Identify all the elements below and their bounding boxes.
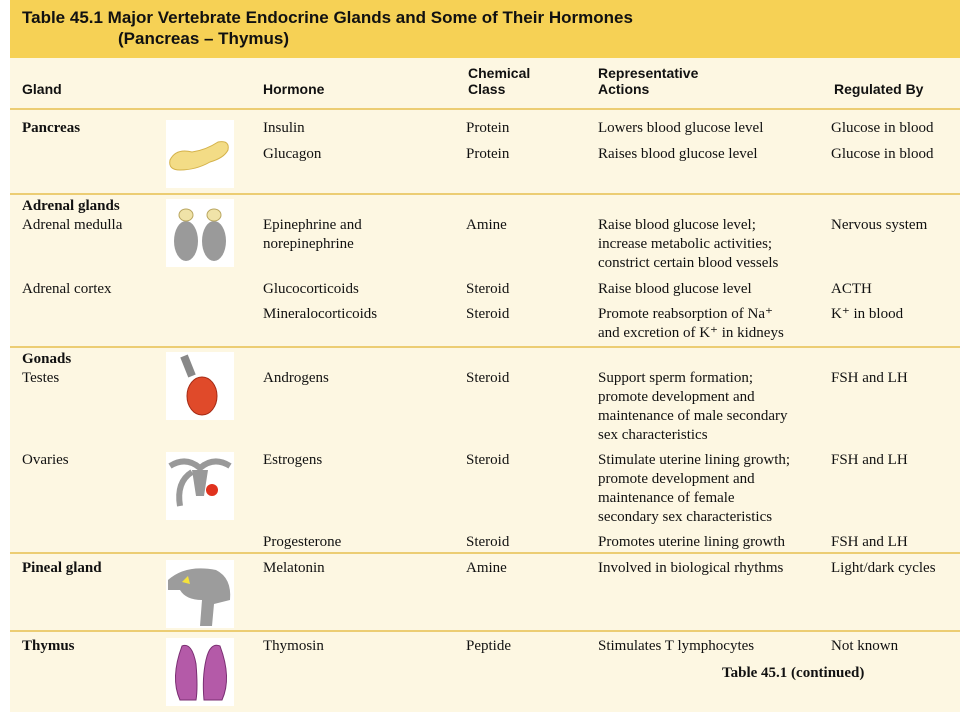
column-header: Gland [22, 81, 62, 97]
chemical-class: Steroid [466, 281, 510, 297]
action: and excretion of K⁺ in kidneys [598, 325, 784, 341]
regulated-by: FSH and LH [831, 534, 908, 550]
separator [10, 193, 960, 195]
action: Raise blood glucose level [598, 281, 752, 297]
action: Raises blood glucose level [598, 146, 758, 162]
action: Promotes uterine lining growth [598, 534, 786, 550]
action: Support sperm formation; [598, 370, 753, 386]
hormone: Glucagon [263, 146, 322, 162]
regulated-by: FSH and LH [831, 452, 908, 468]
regulated-by: Not known [831, 638, 899, 654]
action: Involved in biological rhythms [598, 560, 784, 576]
gland-heading: Thymus [22, 638, 75, 654]
pineal-image [166, 560, 234, 628]
chemical-class: Peptide [466, 638, 511, 654]
hormone: norepinephrine [263, 236, 354, 252]
hormone: Melatonin [263, 560, 325, 576]
regulated-by: Nervous system [831, 217, 928, 233]
gland-heading: Pineal gland [22, 560, 102, 576]
gland-name: Adrenal medulla [22, 217, 123, 233]
regulated-by: K⁺ in blood [831, 306, 904, 322]
adrenal-image [166, 199, 234, 267]
hormone: Glucocorticoids [263, 281, 359, 297]
column-header: Chemical [468, 65, 531, 81]
action: promote development and [598, 471, 755, 487]
regulated-by: Light/dark cycles [831, 560, 936, 576]
pancreas-image [166, 120, 234, 188]
column-header: Class [468, 81, 506, 97]
action: Stimulate uterine lining growth; [598, 452, 791, 468]
column-header: Hormone [263, 81, 325, 97]
chemical-class: Steroid [466, 306, 510, 322]
gland-name: Ovaries [22, 452, 69, 468]
thymus-image [166, 638, 234, 706]
action: maintenance of female [598, 490, 735, 506]
separator [10, 630, 960, 632]
separator [10, 108, 960, 110]
title-line: Table 45.1 Major Vertebrate Endocrine Gl… [22, 8, 633, 27]
regulated-by: ACTH [831, 281, 872, 297]
gland-heading: Pancreas [22, 120, 81, 136]
separator [10, 552, 960, 554]
chemical-class: Steroid [466, 370, 510, 386]
regulated-by: FSH and LH [831, 370, 908, 386]
action: secondary sex characteristics [598, 509, 773, 525]
chemical-class: Steroid [466, 452, 510, 468]
action: maintenance of male secondary [598, 408, 788, 424]
hormone: Progesterone [263, 534, 342, 550]
action: Lowers blood glucose level [598, 120, 764, 136]
gland-name: Adrenal cortex [22, 281, 112, 297]
table-background [10, 0, 960, 712]
chemical-class: Protein [466, 146, 510, 162]
gland-heading: Adrenal glands [22, 198, 120, 214]
chemical-class: Steroid [466, 534, 510, 550]
regulated-by: Glucose in blood [831, 146, 934, 162]
ovaries-image [166, 452, 234, 520]
gland-heading: Gonads [22, 351, 72, 367]
title-line: (Pancreas – Thymus) [118, 29, 290, 48]
hormone: Thymosin [263, 638, 324, 654]
footer: Table 45.1 (continued) [722, 665, 865, 681]
action: Stimulates T lymphocytes [598, 638, 755, 654]
action: increase metabolic activities; [598, 236, 773, 252]
title-bar [10, 0, 960, 58]
regulated-by: Glucose in blood [831, 120, 934, 136]
hormone: Insulin [263, 120, 305, 136]
hormone: Mineralocorticoids [263, 306, 378, 322]
hormone: Estrogens [263, 452, 323, 468]
action: sex characteristics [598, 427, 708, 443]
action: constrict certain blood vessels [598, 255, 779, 271]
action: promote development and [598, 389, 755, 405]
gland-name: Testes [22, 370, 60, 386]
chemical-class: Amine [466, 560, 507, 576]
chemical-class: Protein [466, 120, 510, 136]
column-header: Actions [598, 81, 650, 97]
chemical-class: Amine [466, 217, 507, 233]
action: Promote reabsorption of Na⁺ [598, 306, 773, 322]
column-header: Regulated By [834, 81, 924, 97]
hormone: Epinephrine and [263, 217, 362, 233]
action: Raise blood glucose level; [598, 217, 756, 233]
column-header: Representative [598, 65, 699, 81]
separator [10, 346, 960, 348]
testes-image [166, 352, 234, 420]
hormone: Androgens [263, 370, 329, 386]
